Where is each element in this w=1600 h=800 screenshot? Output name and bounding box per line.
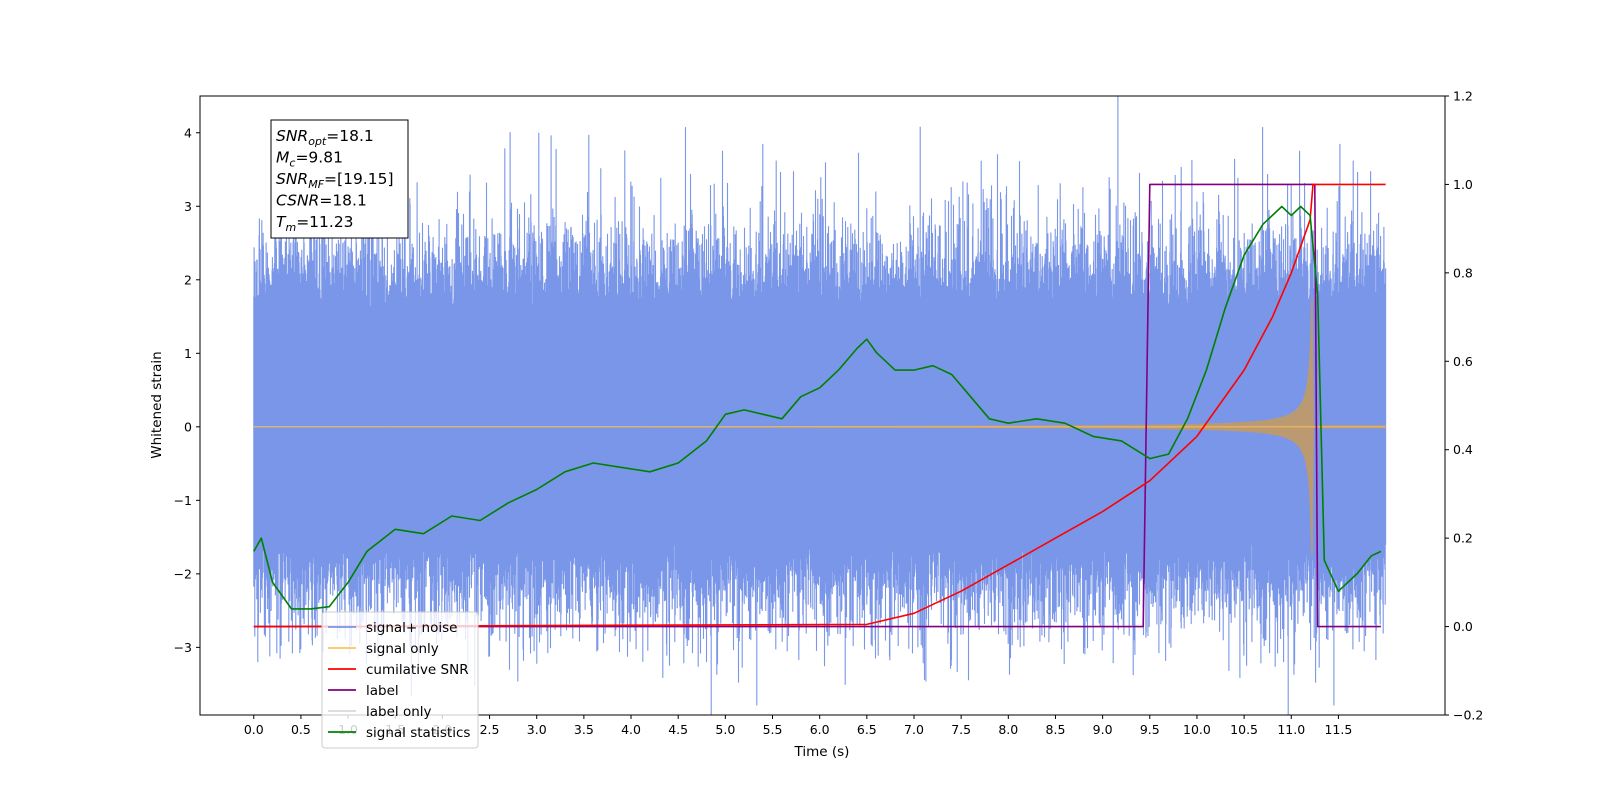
y-axis-label: Whitened strain — [149, 351, 165, 458]
x-tick-label: 0.5 — [291, 722, 311, 737]
y-tick-label: 4 — [184, 125, 192, 140]
y-tick-label: −1 — [174, 493, 192, 508]
info-symbol: SNR — [276, 170, 308, 188]
legend-frame — [321, 611, 479, 749]
x-tick-label: 4.5 — [668, 722, 688, 737]
y2-tick-label: 0.4 — [1453, 442, 1473, 457]
x-tick-label: 9.0 — [1093, 722, 1113, 737]
x-tick-label: 8.5 — [1046, 722, 1066, 737]
x-tick-label: 5.5 — [763, 722, 783, 737]
x-tick-label: 6.0 — [810, 722, 830, 737]
y2-tick-label: −0.2 — [1453, 708, 1483, 723]
series-cumulative-snr — [253, 183, 1386, 628]
x-tick-label: 8.0 — [998, 722, 1018, 737]
info-subscript: MF — [308, 178, 324, 191]
y-tick-label: 1 — [184, 346, 192, 361]
y-tick-label: 0 — [184, 419, 192, 434]
series-label — [253, 183, 1381, 628]
info-symbol: SNR — [276, 127, 308, 145]
legend-label: label — [366, 683, 399, 699]
legend-label: signal only — [366, 641, 439, 657]
x-tick-label: 10.5 — [1230, 722, 1258, 737]
info-line: SNRopt=18.1 — [276, 127, 374, 148]
info-value: =18.1 — [326, 127, 374, 145]
y2-tick-label: 0.6 — [1453, 354, 1473, 369]
info-subscript: opt — [308, 135, 327, 148]
legend-label: cumilative SNR — [366, 662, 469, 678]
x-tick-label: 9.5 — [1140, 722, 1160, 737]
x-tick-label: 4.0 — [621, 722, 641, 737]
x-tick-label: 7.0 — [904, 722, 924, 737]
legend-label: signal statistics — [366, 725, 470, 741]
x-tick-label: 11.0 — [1277, 722, 1305, 737]
info-subscript: m — [285, 221, 296, 234]
info-line: Tm=11.23 — [276, 213, 354, 234]
legend-label: label only — [366, 704, 432, 720]
x-axis-label: Time (s) — [794, 744, 850, 760]
y2-tick-label: 0.8 — [1453, 265, 1473, 280]
info-value: =11.23 — [296, 213, 353, 231]
info-box-frame — [270, 119, 409, 239]
y-tick-label: −3 — [174, 640, 192, 655]
x-tick-label: 11.5 — [1324, 722, 1352, 737]
y-tick-label: 2 — [184, 272, 192, 287]
info-symbol: M — [276, 149, 289, 167]
series-signal-noise — [253, 96, 1387, 715]
info-value: =[19.15] — [324, 170, 393, 188]
y2-tick-label: 1.2 — [1453, 89, 1473, 104]
x-tick-label: 6.5 — [857, 722, 877, 737]
x-tick-label: 0.0 — [244, 722, 264, 737]
x-tick-label: 3.5 — [574, 722, 594, 737]
x-tick-label: 7.5 — [951, 722, 971, 737]
info-subscript: c — [289, 157, 295, 170]
x-tick-label: 3.0 — [527, 722, 547, 737]
info-symbol: T — [276, 213, 287, 231]
info-line: CSNR=18.1 — [276, 192, 367, 210]
y2-tick-label: 0.0 — [1453, 619, 1473, 634]
info-box: SNRopt=18.1Mc=9.81SNRMF=[19.15]CSNR=18.1… — [270, 119, 409, 239]
y-tick-label: −2 — [174, 566, 192, 581]
y2-tick-label: 0.2 — [1453, 531, 1473, 546]
series-signal-statistics — [253, 205, 1382, 610]
x-tick-label: 5.0 — [715, 722, 735, 737]
x-tick-label: 10.0 — [1183, 722, 1211, 737]
plot-frame — [199, 95, 1446, 716]
legend: signal+ noise signal only cumilative SNR la… — [321, 611, 479, 749]
x-tick-label: 2.5 — [480, 722, 500, 737]
info-value: =18.1 — [319, 192, 367, 210]
y2-tick-label: 1.0 — [1453, 177, 1473, 192]
info-symbol: CSNR — [276, 192, 319, 210]
info-line: Mc=9.81 — [276, 149, 343, 170]
info-value: =9.81 — [295, 149, 343, 167]
info-line: SNRMF=[19.15] — [276, 170, 394, 191]
legend-label: signal+ noise — [366, 620, 457, 636]
y-tick-label: 3 — [184, 199, 192, 214]
